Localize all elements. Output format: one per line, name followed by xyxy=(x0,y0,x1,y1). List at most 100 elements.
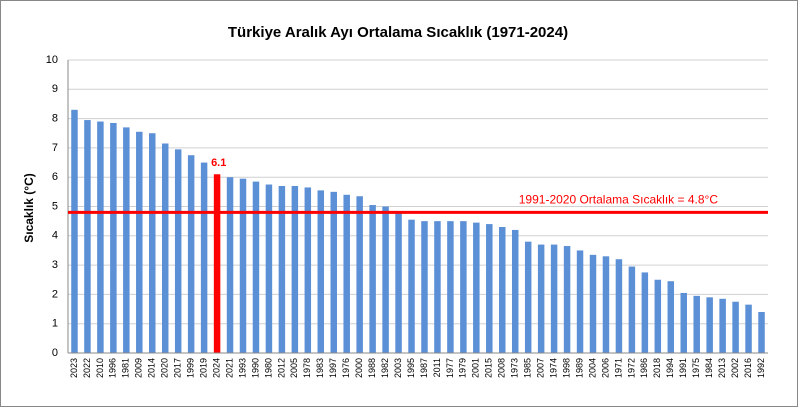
bar xyxy=(473,222,480,353)
y-tick-label: 7 xyxy=(52,142,58,154)
x-tick-label: 1975 xyxy=(691,358,701,378)
bar xyxy=(434,221,441,353)
x-tick-label: 1978 xyxy=(302,358,312,378)
bar xyxy=(161,143,169,353)
x-tick-label: 1993 xyxy=(237,358,247,378)
x-tick-label: 1992 xyxy=(756,358,766,378)
x-tick-label: 1998 xyxy=(561,358,571,378)
bar xyxy=(110,122,117,354)
bar xyxy=(187,155,195,353)
bar xyxy=(706,297,713,353)
x-tick-label: 2009 xyxy=(134,358,144,378)
x-tick-label: 2023 xyxy=(69,358,79,378)
bar xyxy=(369,205,376,353)
x-tick-label: 2019 xyxy=(198,358,208,378)
x-tick-label: 2020 xyxy=(160,358,170,378)
x-tick-label: 2010 xyxy=(95,358,105,378)
x-tick-label: 2022 xyxy=(82,358,92,378)
bar xyxy=(602,256,610,353)
x-tick-label: 1977 xyxy=(445,358,455,378)
x-tick-label: 2011 xyxy=(432,358,442,377)
x-tick-label: 1981 xyxy=(121,358,131,378)
y-axis-label: Sıcaklık (°C) xyxy=(22,173,36,243)
x-tick-label: 1994 xyxy=(665,358,675,378)
bar xyxy=(615,259,623,353)
bar xyxy=(408,219,415,353)
x-tick-label: 1982 xyxy=(380,358,390,378)
bar xyxy=(291,185,299,353)
x-tick-label: 2014 xyxy=(147,358,157,378)
y-tick-label: 1 xyxy=(52,318,58,330)
bar xyxy=(136,131,143,353)
bar xyxy=(524,241,532,353)
bar xyxy=(123,127,130,353)
x-tick-label: 1984 xyxy=(704,358,714,378)
bar xyxy=(499,227,506,353)
bar xyxy=(304,187,312,353)
x-tick-label: 1990 xyxy=(250,358,260,378)
bar xyxy=(628,266,636,353)
y-tick-label: 0 xyxy=(52,347,58,359)
bar xyxy=(174,149,182,353)
bar xyxy=(537,244,545,353)
x-tick-label: 2007 xyxy=(536,358,546,378)
y-tick-label: 6 xyxy=(52,171,58,183)
bar xyxy=(421,221,428,353)
y-tick-label: 5 xyxy=(52,200,58,212)
bar xyxy=(213,174,221,353)
x-tick-label: 2013 xyxy=(717,358,727,378)
x-tick-label: 1988 xyxy=(367,358,377,378)
bar xyxy=(382,206,389,353)
x-tick-label: 1987 xyxy=(419,358,429,378)
bar xyxy=(330,191,337,353)
x-tick-label: 2003 xyxy=(393,358,403,378)
y-tick-label: 10 xyxy=(46,54,58,66)
bar xyxy=(511,229,519,353)
y-tick-label: 8 xyxy=(52,113,58,125)
x-tick-label: 1997 xyxy=(328,358,338,378)
bar xyxy=(278,185,286,353)
bar xyxy=(200,162,208,353)
bar xyxy=(356,196,363,353)
x-tick-label: 2017 xyxy=(173,358,183,378)
bar xyxy=(719,298,726,353)
x-tick-label: 1985 xyxy=(523,358,533,378)
bar xyxy=(460,221,467,353)
x-tick-label: 1995 xyxy=(406,358,416,378)
bar xyxy=(745,304,752,353)
x-tick-label: 2016 xyxy=(743,358,753,378)
y-tick-label: 3 xyxy=(52,259,58,271)
bar xyxy=(97,121,104,353)
x-tick-label: 2021 xyxy=(224,358,234,378)
bar xyxy=(732,301,739,353)
bar xyxy=(226,177,234,353)
x-tick-label: 2012 xyxy=(276,358,286,378)
x-tick-label: 2005 xyxy=(289,358,299,378)
x-tick-label: 1986 xyxy=(639,358,649,378)
x-tick-label: 2001 xyxy=(471,358,481,378)
x-tick-label: 1972 xyxy=(626,358,636,378)
x-tick-label: 1980 xyxy=(263,358,273,378)
x-tick-label: 2006 xyxy=(600,358,610,378)
x-tick-label: 1971 xyxy=(613,358,623,378)
bar xyxy=(343,194,350,353)
x-tick-label: 1991 xyxy=(678,358,688,378)
y-tick-label: 4 xyxy=(52,230,58,242)
bar xyxy=(84,120,91,353)
chart-title: Türkiye Aralık Ayı Ortalama Sıcaklık (19… xyxy=(228,24,568,41)
bar xyxy=(252,181,260,353)
bar xyxy=(576,250,584,353)
x-tick-label: 1999 xyxy=(186,358,196,378)
bar xyxy=(265,184,273,353)
x-tick-label: 1983 xyxy=(315,358,325,378)
bar xyxy=(693,295,700,353)
y-tick-label: 9 xyxy=(52,83,58,95)
bar xyxy=(447,221,454,353)
x-tick-label: 2008 xyxy=(497,358,507,378)
bar xyxy=(654,279,662,353)
x-tick-label: 1979 xyxy=(458,358,468,378)
x-tick-label: 1973 xyxy=(510,358,520,378)
bar xyxy=(486,224,493,353)
bar xyxy=(149,133,156,353)
